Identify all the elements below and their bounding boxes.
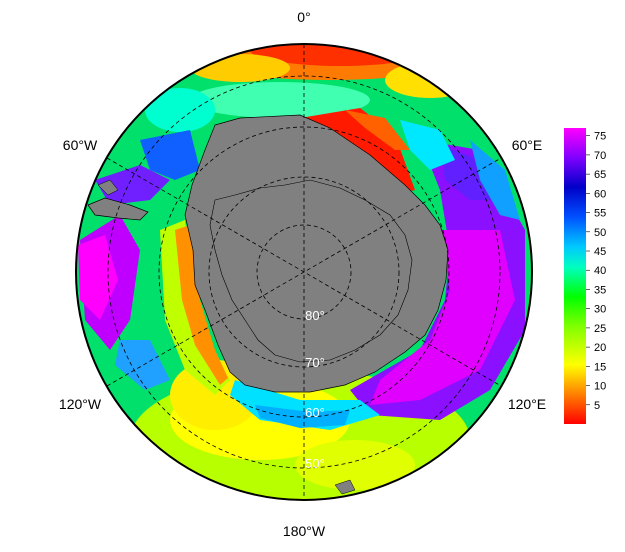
colorbar (564, 128, 586, 424)
colorbar-tick-label: 70 (594, 150, 606, 162)
colorbar-tick-label: 5 (594, 400, 600, 412)
lat-label-70: 70° (305, 355, 325, 370)
colorbar-tick-label: 35 (594, 284, 606, 296)
colorbar-tick-label: 40 (594, 265, 606, 277)
lon-label-60w: 60°W (63, 137, 98, 153)
lon-label-60e: 60°E (512, 137, 543, 153)
colorbar-tick-label: 60 (594, 188, 606, 200)
colorbar-tick-label: 50 (594, 227, 606, 239)
colorbar-tick-label: 15 (594, 361, 606, 373)
colorbar-tick-label: 20 (594, 342, 606, 354)
colorbar-tick-label: 25 (594, 323, 606, 335)
lon-label-0: 0° (297, 9, 310, 25)
colorbar-tick-label: 30 (594, 304, 606, 316)
graticule (106, 44, 502, 500)
lon-label-120e: 120°E (508, 396, 546, 412)
colorbar-tick-label: 75 (594, 131, 606, 143)
map-boundary (75, 43, 533, 501)
lon-label-180: 180°W (283, 523, 326, 539)
colorbar-tick-label: 55 (594, 208, 606, 220)
colorbar-tick-label: 10 (594, 381, 606, 393)
lat-label-50: 50° (305, 456, 325, 471)
lat-label-60: 60° (305, 405, 325, 420)
colorbar-ticks: 75 70 65 60 55 50 45 40 35 30 25 20 15 10 5 (586, 131, 606, 412)
lat-label-80: 80° (305, 308, 325, 323)
lon-label-120w: 120°W (59, 396, 102, 412)
colorbar-tick-label: 65 (594, 169, 606, 181)
colorbar-tick-label: 45 (594, 246, 606, 258)
